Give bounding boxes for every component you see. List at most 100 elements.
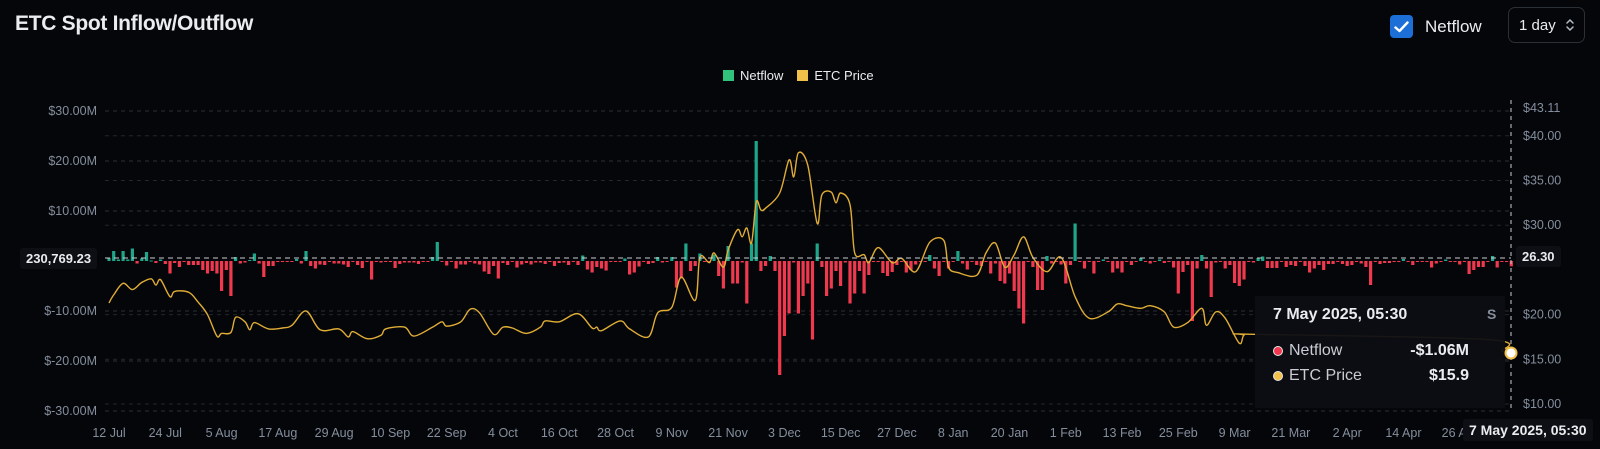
netflow-bar[interactable] bbox=[932, 261, 936, 269]
netflow-bar[interactable] bbox=[271, 261, 275, 266]
netflow-bar[interactable] bbox=[201, 261, 205, 270]
netflow-bar[interactable] bbox=[651, 261, 655, 263]
netflow-bar[interactable] bbox=[1256, 258, 1260, 261]
netflow-bar[interactable] bbox=[262, 261, 266, 277]
netflow-bar[interactable] bbox=[1251, 261, 1255, 263]
netflow-bar[interactable] bbox=[1054, 261, 1058, 262]
netflow-bar[interactable] bbox=[1444, 259, 1448, 262]
netflow-bar[interactable] bbox=[1115, 261, 1119, 269]
netflow-bar[interactable] bbox=[961, 261, 965, 264]
netflow-bar[interactable] bbox=[1336, 261, 1340, 262]
netflow-bar[interactable] bbox=[1190, 261, 1194, 321]
netflow-bar[interactable] bbox=[1383, 261, 1387, 263]
netflow-bar[interactable] bbox=[923, 261, 927, 262]
netflow-bar[interactable] bbox=[393, 261, 397, 268]
netflow-bar[interactable] bbox=[360, 261, 364, 268]
netflow-bar[interactable] bbox=[998, 261, 1002, 281]
netflow-bar[interactable] bbox=[1495, 261, 1499, 268]
netflow-bar[interactable] bbox=[628, 261, 632, 275]
netflow-bar[interactable] bbox=[1097, 261, 1101, 262]
netflow-bar[interactable] bbox=[848, 261, 852, 304]
netflow-bar[interactable] bbox=[1411, 261, 1415, 265]
netflow-bar[interactable] bbox=[1373, 261, 1377, 262]
netflow-bar[interactable] bbox=[552, 261, 557, 266]
netflow-bar[interactable] bbox=[1040, 261, 1044, 290]
netflow-bar[interactable] bbox=[820, 261, 824, 267]
netflow-bar[interactable] bbox=[623, 258, 627, 262]
netflow-bar[interactable] bbox=[520, 261, 524, 265]
netflow-bar[interactable] bbox=[1392, 261, 1396, 262]
netflow-bar[interactable] bbox=[295, 259, 299, 261]
netflow-bar[interactable] bbox=[1223, 261, 1227, 269]
netflow-bar[interactable] bbox=[1007, 261, 1012, 274]
netflow-bar[interactable] bbox=[548, 261, 552, 262]
netflow-bar[interactable] bbox=[238, 261, 242, 264]
netflow-bar[interactable] bbox=[703, 261, 707, 262]
netflow-bar[interactable] bbox=[365, 261, 369, 262]
netflow-bar[interactable] bbox=[914, 261, 918, 265]
netflow-bar[interactable] bbox=[1322, 261, 1326, 270]
netflow-bar[interactable] bbox=[454, 261, 458, 269]
netflow-bar[interactable] bbox=[768, 256, 772, 261]
netflow-bar[interactable] bbox=[885, 261, 890, 276]
netflow-bar[interactable] bbox=[1195, 261, 1199, 269]
netflow-bar[interactable] bbox=[595, 261, 599, 267]
netflow-bar[interactable] bbox=[689, 261, 693, 271]
netflow-bar[interactable] bbox=[1036, 261, 1040, 290]
netflow-bar[interactable] bbox=[1153, 261, 1157, 262]
netflow-bar[interactable] bbox=[1345, 261, 1349, 266]
netflow-bar[interactable] bbox=[1289, 261, 1293, 265]
netflow-bar[interactable] bbox=[717, 261, 721, 276]
netflow-bar[interactable] bbox=[1317, 261, 1321, 265]
netflow-bar[interactable] bbox=[970, 261, 974, 262]
netflow-bar[interactable] bbox=[749, 243, 754, 262]
netflow-bar[interactable] bbox=[871, 261, 876, 262]
netflow-bar[interactable] bbox=[782, 261, 786, 336]
netflow-bar[interactable] bbox=[562, 261, 566, 263]
netflow-bar[interactable] bbox=[1106, 261, 1110, 262]
netflow-bar[interactable] bbox=[524, 261, 528, 263]
netflow-bar[interactable] bbox=[431, 257, 435, 261]
netflow-bar[interactable] bbox=[435, 242, 439, 261]
netflow-bar[interactable] bbox=[313, 261, 317, 269]
netflow-bar[interactable] bbox=[463, 261, 467, 265]
netflow-bar[interactable] bbox=[1181, 261, 1185, 272]
netflow-bar[interactable] bbox=[1068, 261, 1073, 265]
netflow-bar[interactable] bbox=[979, 261, 983, 266]
netflow-bar[interactable] bbox=[388, 261, 392, 262]
netflow-bar[interactable] bbox=[309, 261, 313, 266]
netflow-bar[interactable] bbox=[984, 261, 988, 262]
netflow-bar[interactable] bbox=[1247, 261, 1251, 262]
netflow-bar[interactable] bbox=[843, 261, 847, 263]
netflow-bar[interactable] bbox=[173, 261, 177, 263]
netflow-bar[interactable] bbox=[1186, 261, 1190, 265]
netflow-bar[interactable] bbox=[1176, 261, 1180, 294]
netflow-bar[interactable] bbox=[900, 261, 904, 262]
netflow-bar[interactable] bbox=[534, 261, 538, 263]
netflow-bar[interactable] bbox=[806, 261, 810, 284]
netflow-bar[interactable] bbox=[993, 261, 997, 264]
netflow-bar[interactable] bbox=[506, 261, 510, 265]
netflow-bar[interactable] bbox=[159, 259, 163, 262]
netflow-bar[interactable] bbox=[402, 261, 407, 263]
netflow-bar[interactable] bbox=[928, 255, 932, 261]
netflow-bar[interactable] bbox=[1270, 261, 1274, 268]
netflow-bar[interactable] bbox=[693, 261, 697, 266]
netflow-bar[interactable] bbox=[1120, 261, 1124, 273]
netflow-bar[interactable] bbox=[426, 261, 430, 262]
netflow-bar[interactable] bbox=[407, 261, 411, 263]
netflow-bar[interactable] bbox=[1467, 261, 1471, 274]
netflow-bar[interactable] bbox=[149, 260, 153, 262]
netflow-bar[interactable] bbox=[618, 261, 622, 262]
netflow-bar[interactable] bbox=[187, 261, 191, 265]
netflow-bar[interactable] bbox=[384, 261, 388, 262]
netflow-bar[interactable] bbox=[482, 261, 486, 272]
netflow-bar[interactable] bbox=[801, 261, 805, 296]
netflow-bar[interactable] bbox=[665, 261, 669, 262]
netflow-bar[interactable] bbox=[356, 261, 360, 265]
netflow-bar[interactable] bbox=[1139, 258, 1143, 261]
netflow-bar[interactable] bbox=[1003, 261, 1007, 284]
netflow-bar[interactable] bbox=[191, 261, 195, 265]
netflow-checkbox[interactable] bbox=[1390, 15, 1413, 38]
netflow-bar[interactable] bbox=[1064, 261, 1068, 284]
